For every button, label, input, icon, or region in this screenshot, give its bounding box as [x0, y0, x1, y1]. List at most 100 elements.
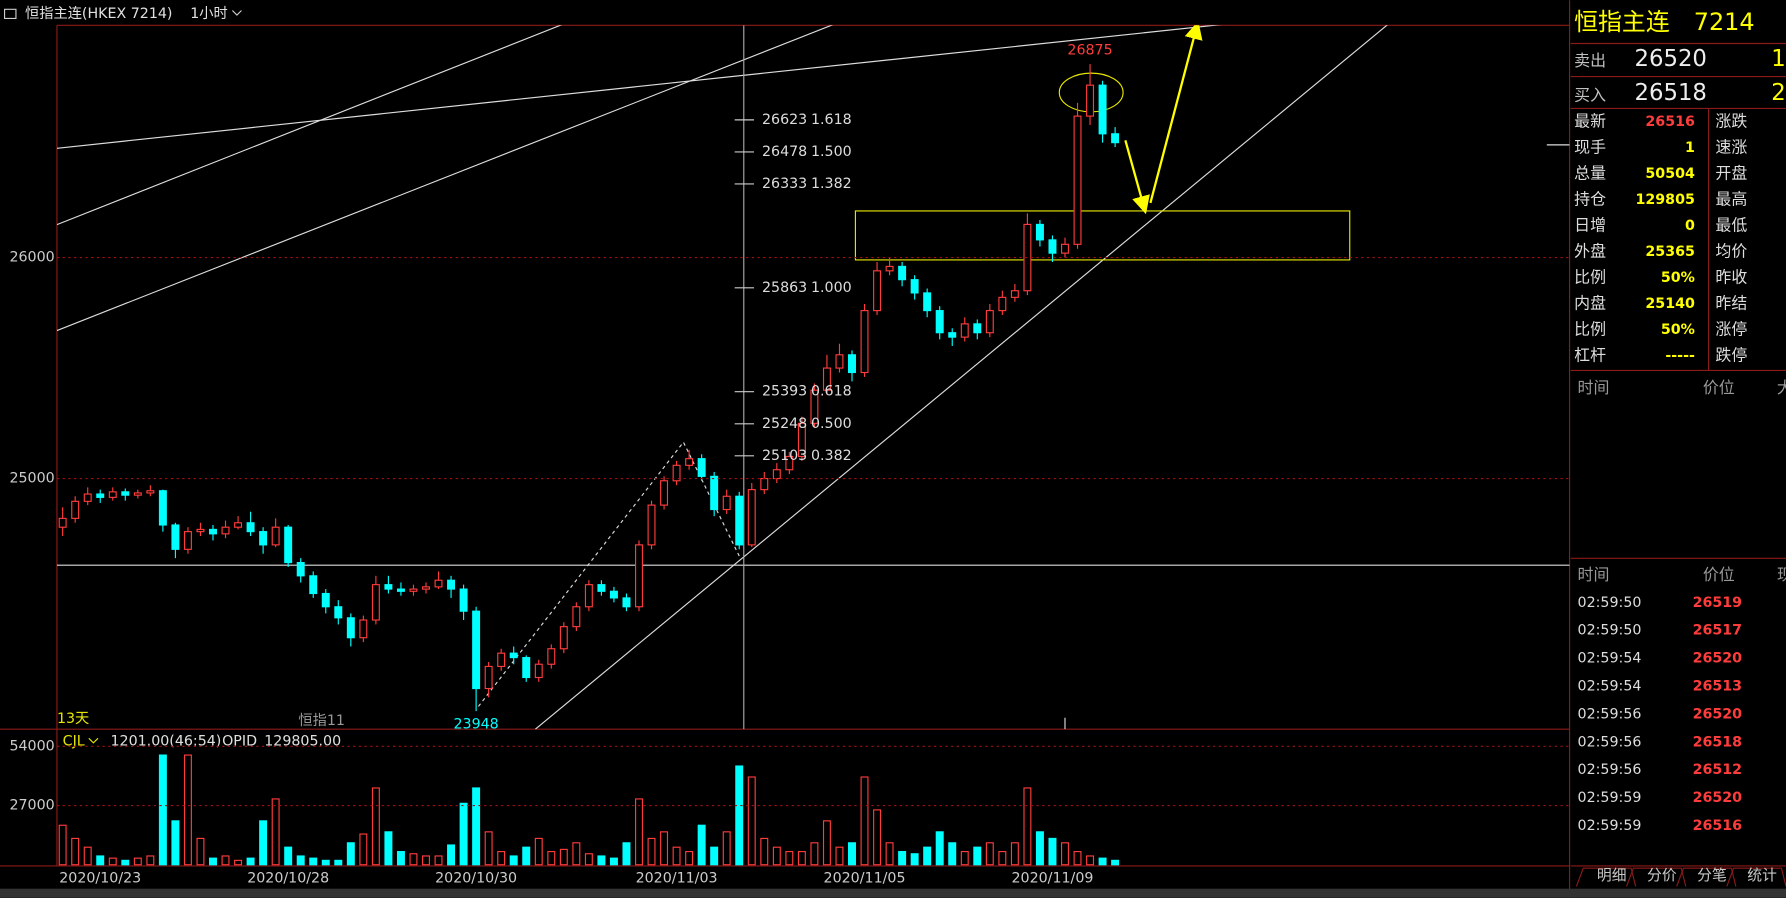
candle-body — [472, 610, 481, 690]
ask-size: 1 — [1771, 46, 1785, 72]
volume-bar — [810, 842, 819, 866]
volume-bar — [685, 851, 694, 866]
volume-bar — [108, 857, 117, 866]
candle-body — [622, 597, 631, 608]
volume-bar — [1023, 787, 1032, 866]
candle-body — [271, 526, 280, 546]
field-label: 最低 — [1715, 215, 1747, 234]
field-label: 日增 — [1574, 215, 1606, 234]
candle-body — [459, 588, 468, 612]
volume-bar — [183, 754, 192, 866]
volume-bar — [647, 837, 656, 866]
tick-price: 26518 — [1693, 734, 1743, 750]
field-value: 0 — [1685, 218, 1695, 234]
ask-label: 卖出 — [1574, 51, 1606, 70]
candle-body — [121, 491, 130, 496]
field-label: 速涨 — [1715, 138, 1747, 157]
fib-ratio: 0.500 — [811, 416, 852, 432]
tick-price: 26520 — [1693, 790, 1743, 806]
volume-bar — [472, 787, 481, 866]
tick-price: 26520 — [1693, 706, 1743, 722]
volume-bar — [672, 846, 681, 866]
volume-bar — [885, 842, 894, 866]
field-label: 跌停 — [1715, 345, 1747, 364]
y-tick-label: 54000 — [9, 738, 54, 754]
volume-bar — [584, 853, 593, 866]
volume-bar — [83, 846, 92, 866]
indicator[interactable]: CJL — [63, 734, 85, 750]
trend-line — [56, 25, 562, 226]
candle-body — [785, 455, 794, 471]
ask-price: 26520 — [1635, 46, 1707, 72]
fib-ratio: 0.382 — [811, 448, 852, 464]
wave-line — [477, 441, 741, 707]
status-strip — [0, 888, 1786, 898]
fib-ratio: 0.618 — [811, 384, 852, 400]
volume-bar — [459, 802, 468, 866]
x-tick-label: 2020/11/05 — [824, 870, 906, 886]
volume-bar — [1098, 857, 1107, 866]
tick-time: 02:59:54 — [1578, 651, 1642, 667]
candle-body — [910, 279, 919, 294]
volume-bar — [1086, 855, 1095, 866]
period[interactable]: 1小时 — [190, 5, 227, 22]
volume-bar — [772, 846, 781, 866]
x-tick-label: 2020/11/09 — [1011, 870, 1093, 886]
field-value: 50% — [1661, 270, 1695, 286]
chevron — [231, 10, 242, 16]
volume-bar — [860, 776, 869, 866]
tick-price: 26512 — [1693, 762, 1742, 778]
field-label: 昨收 — [1715, 267, 1747, 286]
candle-body — [209, 528, 217, 535]
volume-bar — [960, 851, 969, 866]
volume-bar — [559, 848, 568, 866]
volume-bar — [822, 820, 831, 866]
volume-bar — [58, 824, 67, 866]
candle-body — [559, 626, 568, 650]
candle-body — [685, 458, 694, 466]
volume-bar — [622, 842, 631, 866]
candle-body — [647, 504, 656, 546]
candle-body — [772, 469, 781, 480]
candle-body — [58, 517, 67, 528]
zone-box — [854, 210, 1351, 261]
column-header: 价位 — [1703, 565, 1735, 584]
candle-body — [935, 310, 944, 334]
tab-shape — [1726, 867, 1786, 887]
field-label: 涨停 — [1715, 319, 1747, 338]
fib-ratio: 1.000 — [811, 280, 852, 296]
candle-body — [133, 492, 142, 496]
volume-bar — [447, 844, 456, 866]
tick-time: 02:59:59 — [1578, 790, 1642, 806]
volume-bar — [422, 855, 430, 866]
tab[interactable]: 分笔 — [1697, 867, 1727, 884]
fib-price: 25103 — [762, 448, 807, 464]
candle-body — [447, 579, 456, 590]
field-label: 外盘 — [1574, 241, 1606, 260]
candle-body — [835, 354, 844, 369]
volume-bar — [1073, 851, 1082, 866]
field-value: 25140 — [1645, 296, 1695, 312]
volume-bar — [359, 833, 368, 866]
tab[interactable]: 统计 — [1747, 867, 1777, 884]
field-label: 现手 — [1574, 138, 1606, 157]
panel-code: 7214 — [1694, 8, 1755, 36]
x-tick-label: 2020/10/28 — [247, 870, 329, 886]
tab[interactable]: 分价 — [1647, 867, 1677, 884]
candle-body — [810, 389, 819, 424]
volume-bar — [71, 837, 80, 866]
volume-bar — [572, 842, 581, 866]
tab[interactable]: 明细 — [1597, 867, 1627, 884]
field-label: 持仓 — [1574, 190, 1606, 209]
candle-body — [948, 332, 957, 338]
volume-bar — [334, 859, 343, 866]
volume-bar — [522, 846, 531, 866]
tick-time: 02:59:59 — [1578, 818, 1642, 834]
volume-bar — [835, 846, 844, 866]
panel-title: 恒指主连 — [1574, 8, 1670, 36]
candle-body — [422, 586, 430, 590]
volume-bar — [96, 855, 105, 866]
field-label: 内盘 — [1574, 293, 1606, 312]
candle-body — [296, 561, 305, 577]
